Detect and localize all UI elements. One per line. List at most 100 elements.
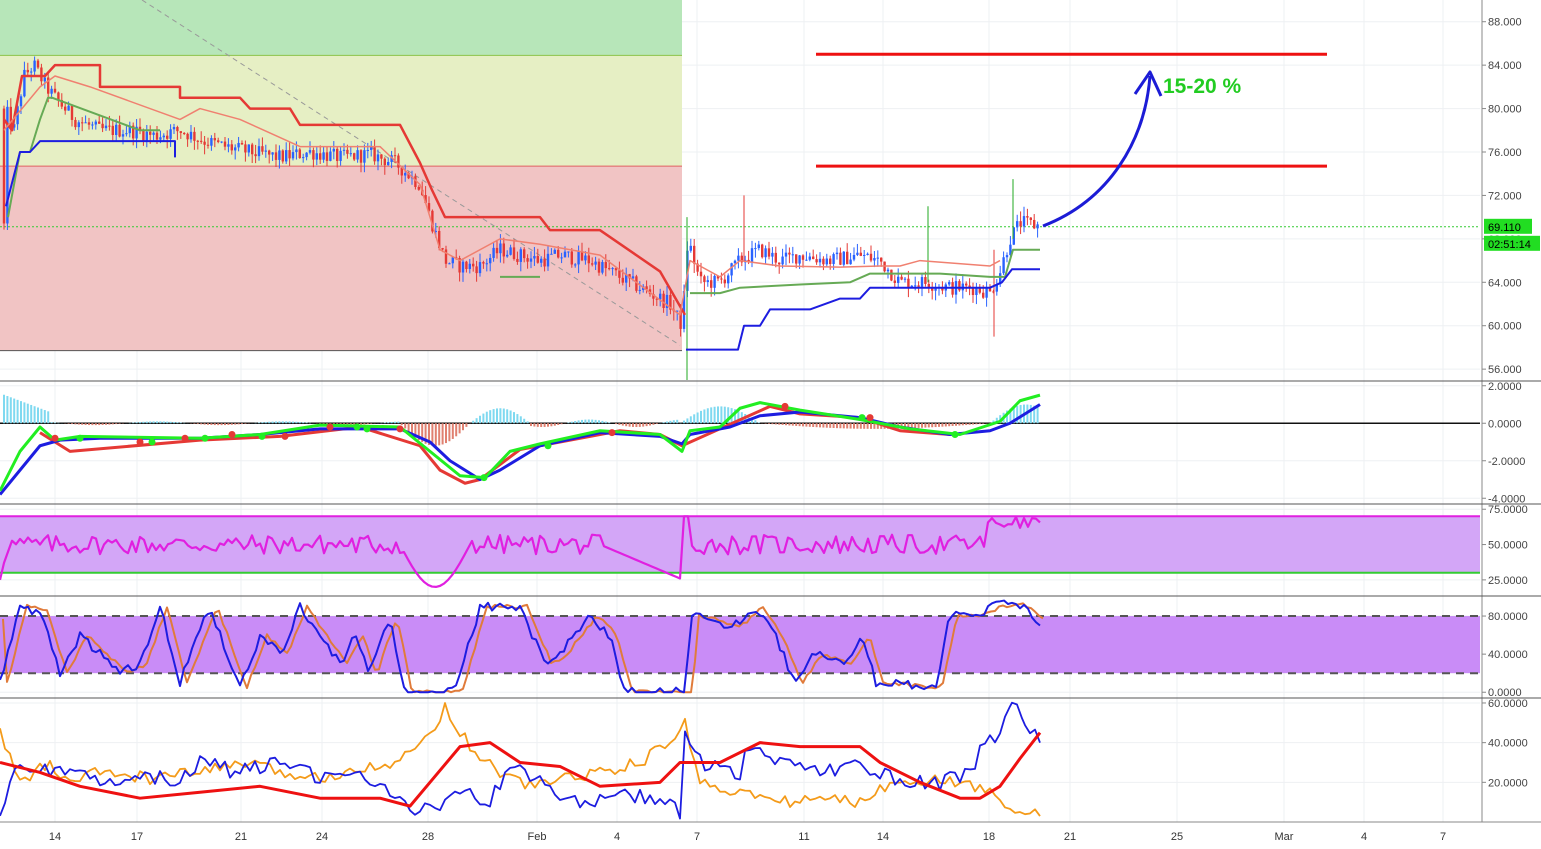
macd-hist-bar-250 — [853, 423, 855, 429]
candle-body — [1002, 257, 1005, 274]
macd-hist-bar-41 — [142, 421, 145, 424]
ytick-label-3-0: 80.0000 — [1488, 611, 1528, 623]
candle-body — [492, 247, 495, 258]
candle-body — [502, 243, 505, 257]
candle-body — [223, 141, 227, 147]
macd-hist-bar-149 — [509, 410, 512, 424]
candle-body — [23, 69, 26, 97]
candle-body — [370, 147, 373, 150]
candle-body — [774, 252, 777, 263]
trail-line-blue-a — [5, 140, 176, 207]
macd-hist-bar-275 — [938, 423, 940, 427]
candle-body — [829, 258, 832, 264]
ytick-label-0-6: 64.000 — [1488, 277, 1522, 289]
candle-96 — [329, 147, 332, 162]
candle-286 — [975, 282, 978, 305]
candle-body — [64, 106, 67, 111]
macd-hist-bar-281 — [958, 423, 961, 426]
ytick-label-0-1: 84.000 — [1488, 60, 1522, 72]
candle-137 — [468, 258, 471, 274]
candle-body — [281, 150, 284, 162]
macd-hist-bar-256 — [873, 423, 876, 429]
candle-72 — [247, 144, 250, 157]
candle-140 — [478, 253, 482, 277]
candle-80 — [274, 144, 278, 168]
candle-121 — [414, 173, 417, 190]
candle-277 — [944, 282, 947, 298]
candle-209 — [713, 273, 716, 296]
macd-hist-bar-268 — [914, 423, 917, 429]
candle-body — [720, 278, 723, 280]
candle-20 — [70, 104, 74, 127]
candle-27 — [94, 119, 97, 130]
macd-hist-bar-160 — [547, 423, 549, 427]
candle-body — [679, 310, 682, 329]
macd-hist-bar-47 — [162, 421, 165, 424]
candle-body — [475, 266, 478, 274]
candle-body — [931, 288, 934, 291]
candle-152 — [519, 247, 522, 272]
candle-body — [363, 150, 366, 163]
candle-66 — [227, 138, 230, 153]
candle-body — [822, 258, 825, 265]
macd-cross-dot-9 — [326, 423, 334, 431]
macd-hist-bar-134 — [458, 423, 461, 434]
candle-body — [1033, 219, 1036, 229]
macd-hist-bar-38 — [132, 422, 135, 424]
macd-hist-bar-189 — [645, 423, 648, 427]
candle-body — [815, 259, 818, 263]
xtick-label-6: 4 — [614, 831, 620, 843]
candle-body — [805, 259, 808, 261]
candle-body — [614, 268, 618, 271]
candle-249 — [849, 252, 852, 265]
candle-118 — [404, 164, 407, 182]
candle-body — [104, 125, 108, 129]
macd-hist-bar-286 — [975, 423, 978, 425]
macd-hist-bar-27 — [94, 423, 97, 426]
candle-body — [489, 257, 492, 264]
candle-body — [958, 281, 961, 291]
candle-body — [723, 279, 726, 284]
xtick-label-10: 18 — [983, 831, 995, 843]
candle-body — [992, 291, 995, 293]
macd-hist-bar-252 — [859, 423, 862, 429]
candle-body — [30, 71, 33, 73]
macd-hist-bar-200 — [683, 420, 685, 424]
candle-265 — [903, 277, 907, 283]
candle-257 — [876, 250, 879, 267]
macd-hist-bar-188 — [642, 423, 645, 427]
candle-155 — [529, 251, 533, 269]
candle-body — [519, 249, 522, 262]
candle-264 — [900, 274, 903, 281]
candle-89 — [305, 152, 308, 161]
macd-hist-bar-190 — [649, 423, 651, 426]
macd-hist-bar-163 — [557, 423, 560, 426]
candle-body — [278, 150, 281, 160]
macd-hist-bar-52 — [179, 422, 182, 424]
rsi-band — [0, 516, 1480, 573]
candle-body — [312, 150, 315, 160]
candle-body — [706, 280, 709, 282]
macd-hist-bar-58 — [200, 423, 203, 425]
candle-206 — [703, 274, 706, 292]
candle-68 — [234, 144, 237, 160]
candle-body — [553, 249, 556, 254]
macd-hist-bar-246 — [839, 423, 842, 429]
candle-160 — [546, 245, 550, 271]
candle-body — [839, 252, 842, 265]
candle-body — [53, 88, 57, 93]
candle-body — [529, 258, 533, 262]
macd-hist-bar-94 — [322, 423, 325, 425]
candle-body — [308, 150, 312, 153]
macd-hist-bar-32 — [111, 423, 114, 425]
last-price-box — [1484, 218, 1532, 234]
candle-136 — [465, 260, 468, 273]
candle-body — [570, 251, 573, 265]
macd-hist-bar-183 — [625, 423, 628, 427]
candle-body — [87, 122, 91, 125]
macd-hist-bar-131 — [448, 423, 451, 442]
candle-body — [693, 245, 696, 264]
candle-body — [461, 261, 465, 273]
countdown-box — [1484, 235, 1540, 251]
candle-body — [227, 144, 230, 147]
